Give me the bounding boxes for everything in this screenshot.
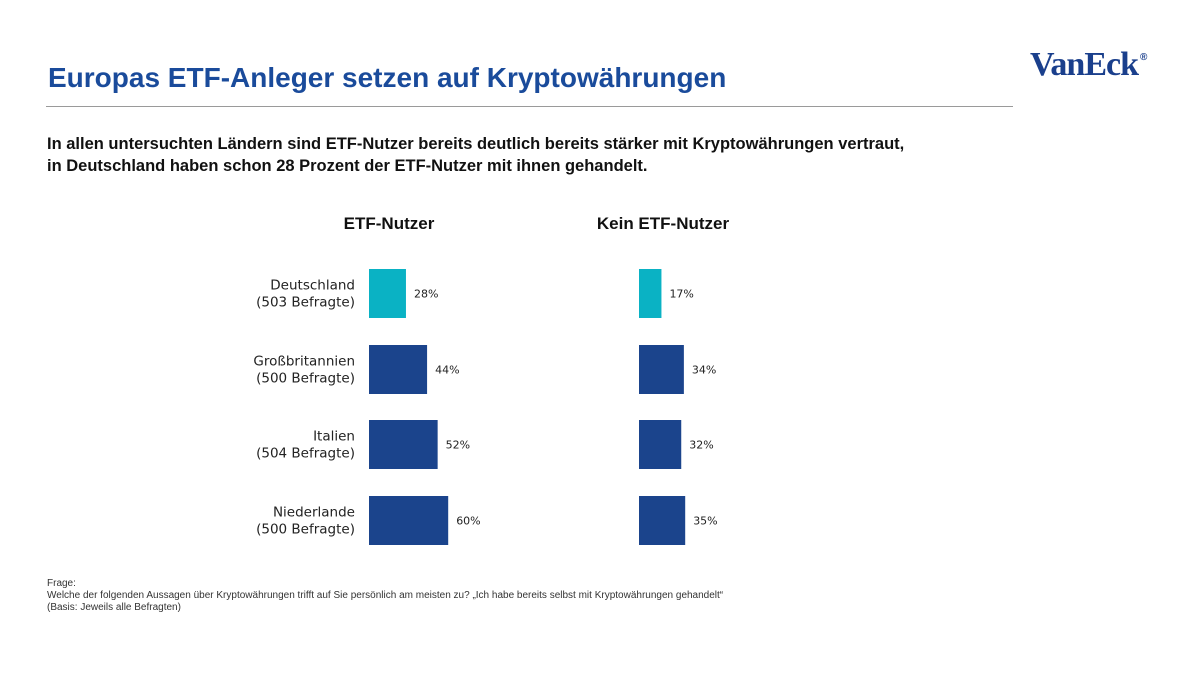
bar-0-3 — [369, 496, 449, 545]
category-label-0-0: Deutschland — [270, 278, 355, 294]
bar-1-1 — [639, 345, 684, 394]
bar-1-0 — [639, 269, 662, 318]
category-label-2-1: (504 Befragte) — [256, 446, 355, 462]
registered-mark: ® — [1140, 52, 1148, 63]
bar-value-label-0-0: 28% — [414, 288, 438, 301]
bar-value-label-1-0: 17% — [669, 288, 693, 301]
page-title: Europas ETF-Anleger setzen auf Kryptowäh… — [48, 62, 727, 93]
series-header-0: ETF-Nutzer — [344, 214, 435, 233]
category-label-3-1: (500 Befragte) — [256, 522, 355, 538]
bar-0-0 — [369, 269, 406, 318]
logo-text: VanEck — [1030, 46, 1139, 83]
bar-value-label-1-1: 34% — [692, 364, 716, 377]
footnote: Frage: Welche der folgenden Aussagen übe… — [47, 578, 723, 614]
footnote-question: Welche der folgenden Aussagen über Krypt… — [47, 590, 724, 601]
bar-0-2 — [369, 420, 438, 469]
bar-0-1 — [369, 345, 428, 394]
category-label-3-0: Niederlande — [273, 505, 355, 521]
bar-value-label-0-2: 52% — [446, 439, 470, 452]
category-label-1-0: Großbritannien — [253, 354, 355, 370]
bar-value-label-1-2: 32% — [689, 439, 713, 452]
vaneck-logo: VanEck ® — [1030, 46, 1148, 84]
bar-value-label-0-1: 44% — [435, 364, 459, 377]
subtitle: In allen untersuchten Ländern sind ETF-N… — [47, 135, 905, 175]
category-label-1-1: (500 Befragte) — [256, 371, 355, 387]
category-label-2-0: Italien — [313, 429, 355, 445]
bar-value-label-0-3: 60% — [456, 515, 480, 528]
bar-1-2 — [639, 420, 682, 469]
footnote-basis: (Basis: Jeweils alle Befragten) — [47, 602, 181, 613]
footnote-label: Frage: — [47, 578, 76, 589]
series-header-1: Kein ETF-Nutzer — [597, 214, 730, 233]
category-label-0-1: (503 Befragte) — [256, 295, 355, 311]
title-divider — [46, 106, 1013, 107]
bar-1-3 — [639, 496, 686, 545]
bar-value-label-1-3: 35% — [693, 515, 717, 528]
